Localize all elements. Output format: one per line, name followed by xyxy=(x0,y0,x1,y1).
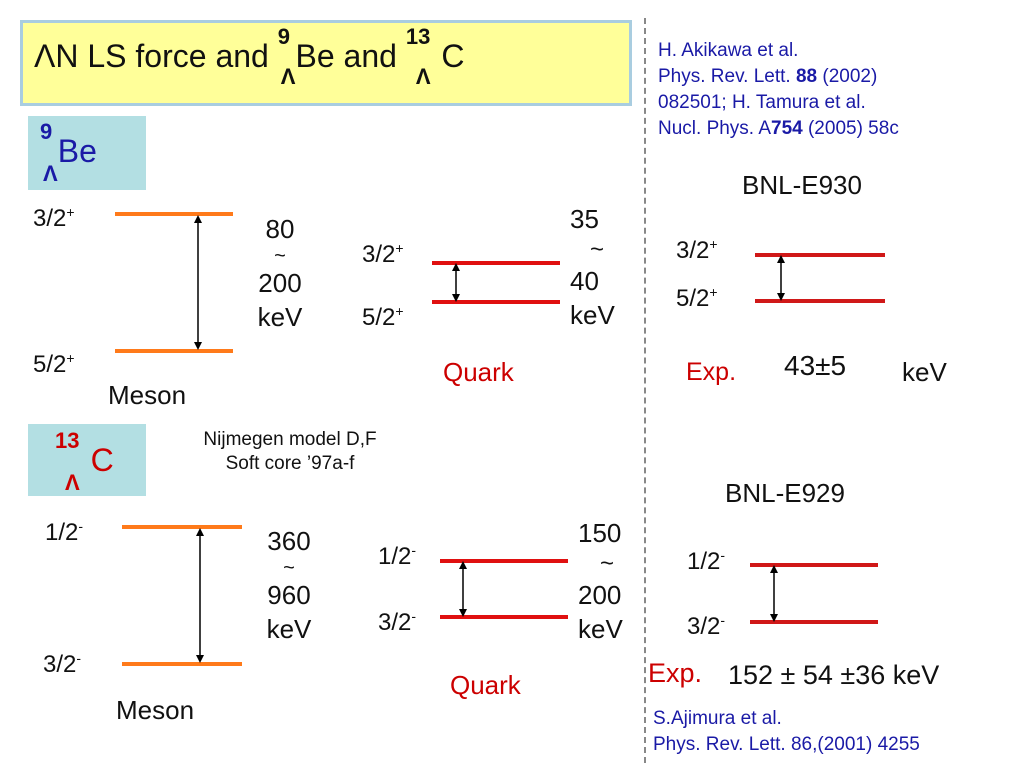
title-c-nucleus: 1313Λ xyxy=(405,24,431,89)
c-nucleus-label: 1313ΛC xyxy=(55,428,114,495)
c-quark-model-label: Quark xyxy=(450,670,521,700)
be-nucleus-label: 99ΛBe xyxy=(40,119,97,186)
be-nucleus-box xyxy=(28,116,146,190)
slide-title: ΛN LS force and 99ΛBe and 1313ΛC xyxy=(34,24,465,89)
be-meson-upper-level-label: 3/2+ xyxy=(33,204,75,232)
dashed-divider xyxy=(644,18,646,763)
c-nucleus-box xyxy=(28,424,146,496)
reference-top: H. Akikawa et al. Phys. Rev. Lett. 88 (2… xyxy=(658,40,899,139)
be-exp-value: 43±5 xyxy=(784,350,847,381)
be-exp-label: Exp. xyxy=(686,358,737,386)
c-exp-value: 152 ± 54 ±36 keV xyxy=(728,660,940,690)
title-prefix: ΛN LS force and xyxy=(34,38,278,74)
be-quark-model-label: Quark xyxy=(443,357,514,387)
be-meson-model-label: Meson xyxy=(108,380,187,410)
c-meson-lower-level-label: 3/2- xyxy=(43,650,82,678)
be-quark-upper-level-label: 3/2+ xyxy=(362,240,404,268)
c-exp-label: Exp. xyxy=(648,658,703,688)
be-exp-lower-level-label: 5/2+ xyxy=(676,284,718,312)
c-exp-upper-level-label: 1/2- xyxy=(687,547,726,575)
be-meson-lower-level-label: 5/2+ xyxy=(33,350,75,378)
c-quark-range: 150 ~ 200 keV xyxy=(578,518,623,644)
reference-bottom: S.Ajimura et al. Phys. Rev. Lett. 86,(20… xyxy=(653,708,920,755)
c-meson-range: 360 ~ 960 keV xyxy=(266,526,312,644)
c-quark-upper-level-label: 1/2- xyxy=(378,542,417,570)
be-exp-upper-level-label: 3/2+ xyxy=(676,236,718,264)
be-quark-lower-level-label: 5/2+ xyxy=(362,303,404,331)
title-be-nucleus: 99Λ xyxy=(277,24,296,89)
be-experiment-name: BNL-E930 xyxy=(742,170,862,200)
title-box xyxy=(20,20,632,106)
c-experiment-name: BNL-E929 xyxy=(725,478,845,508)
be-quark-range: 35 ~ 40 keV xyxy=(570,204,615,330)
be-exp-unit: keV xyxy=(902,357,947,387)
c-meson-upper-level-label: 1/2- xyxy=(45,518,84,546)
c-exp-lower-level-label: 3/2- xyxy=(687,612,726,640)
c-meson-model-label: Meson xyxy=(116,695,195,725)
model-note: Nijmegen model D,F Soft core ’97a-f xyxy=(203,429,377,474)
be-meson-range: 80 ~ 200 keV xyxy=(257,214,303,332)
c-quark-lower-level-label: 3/2- xyxy=(378,608,417,636)
